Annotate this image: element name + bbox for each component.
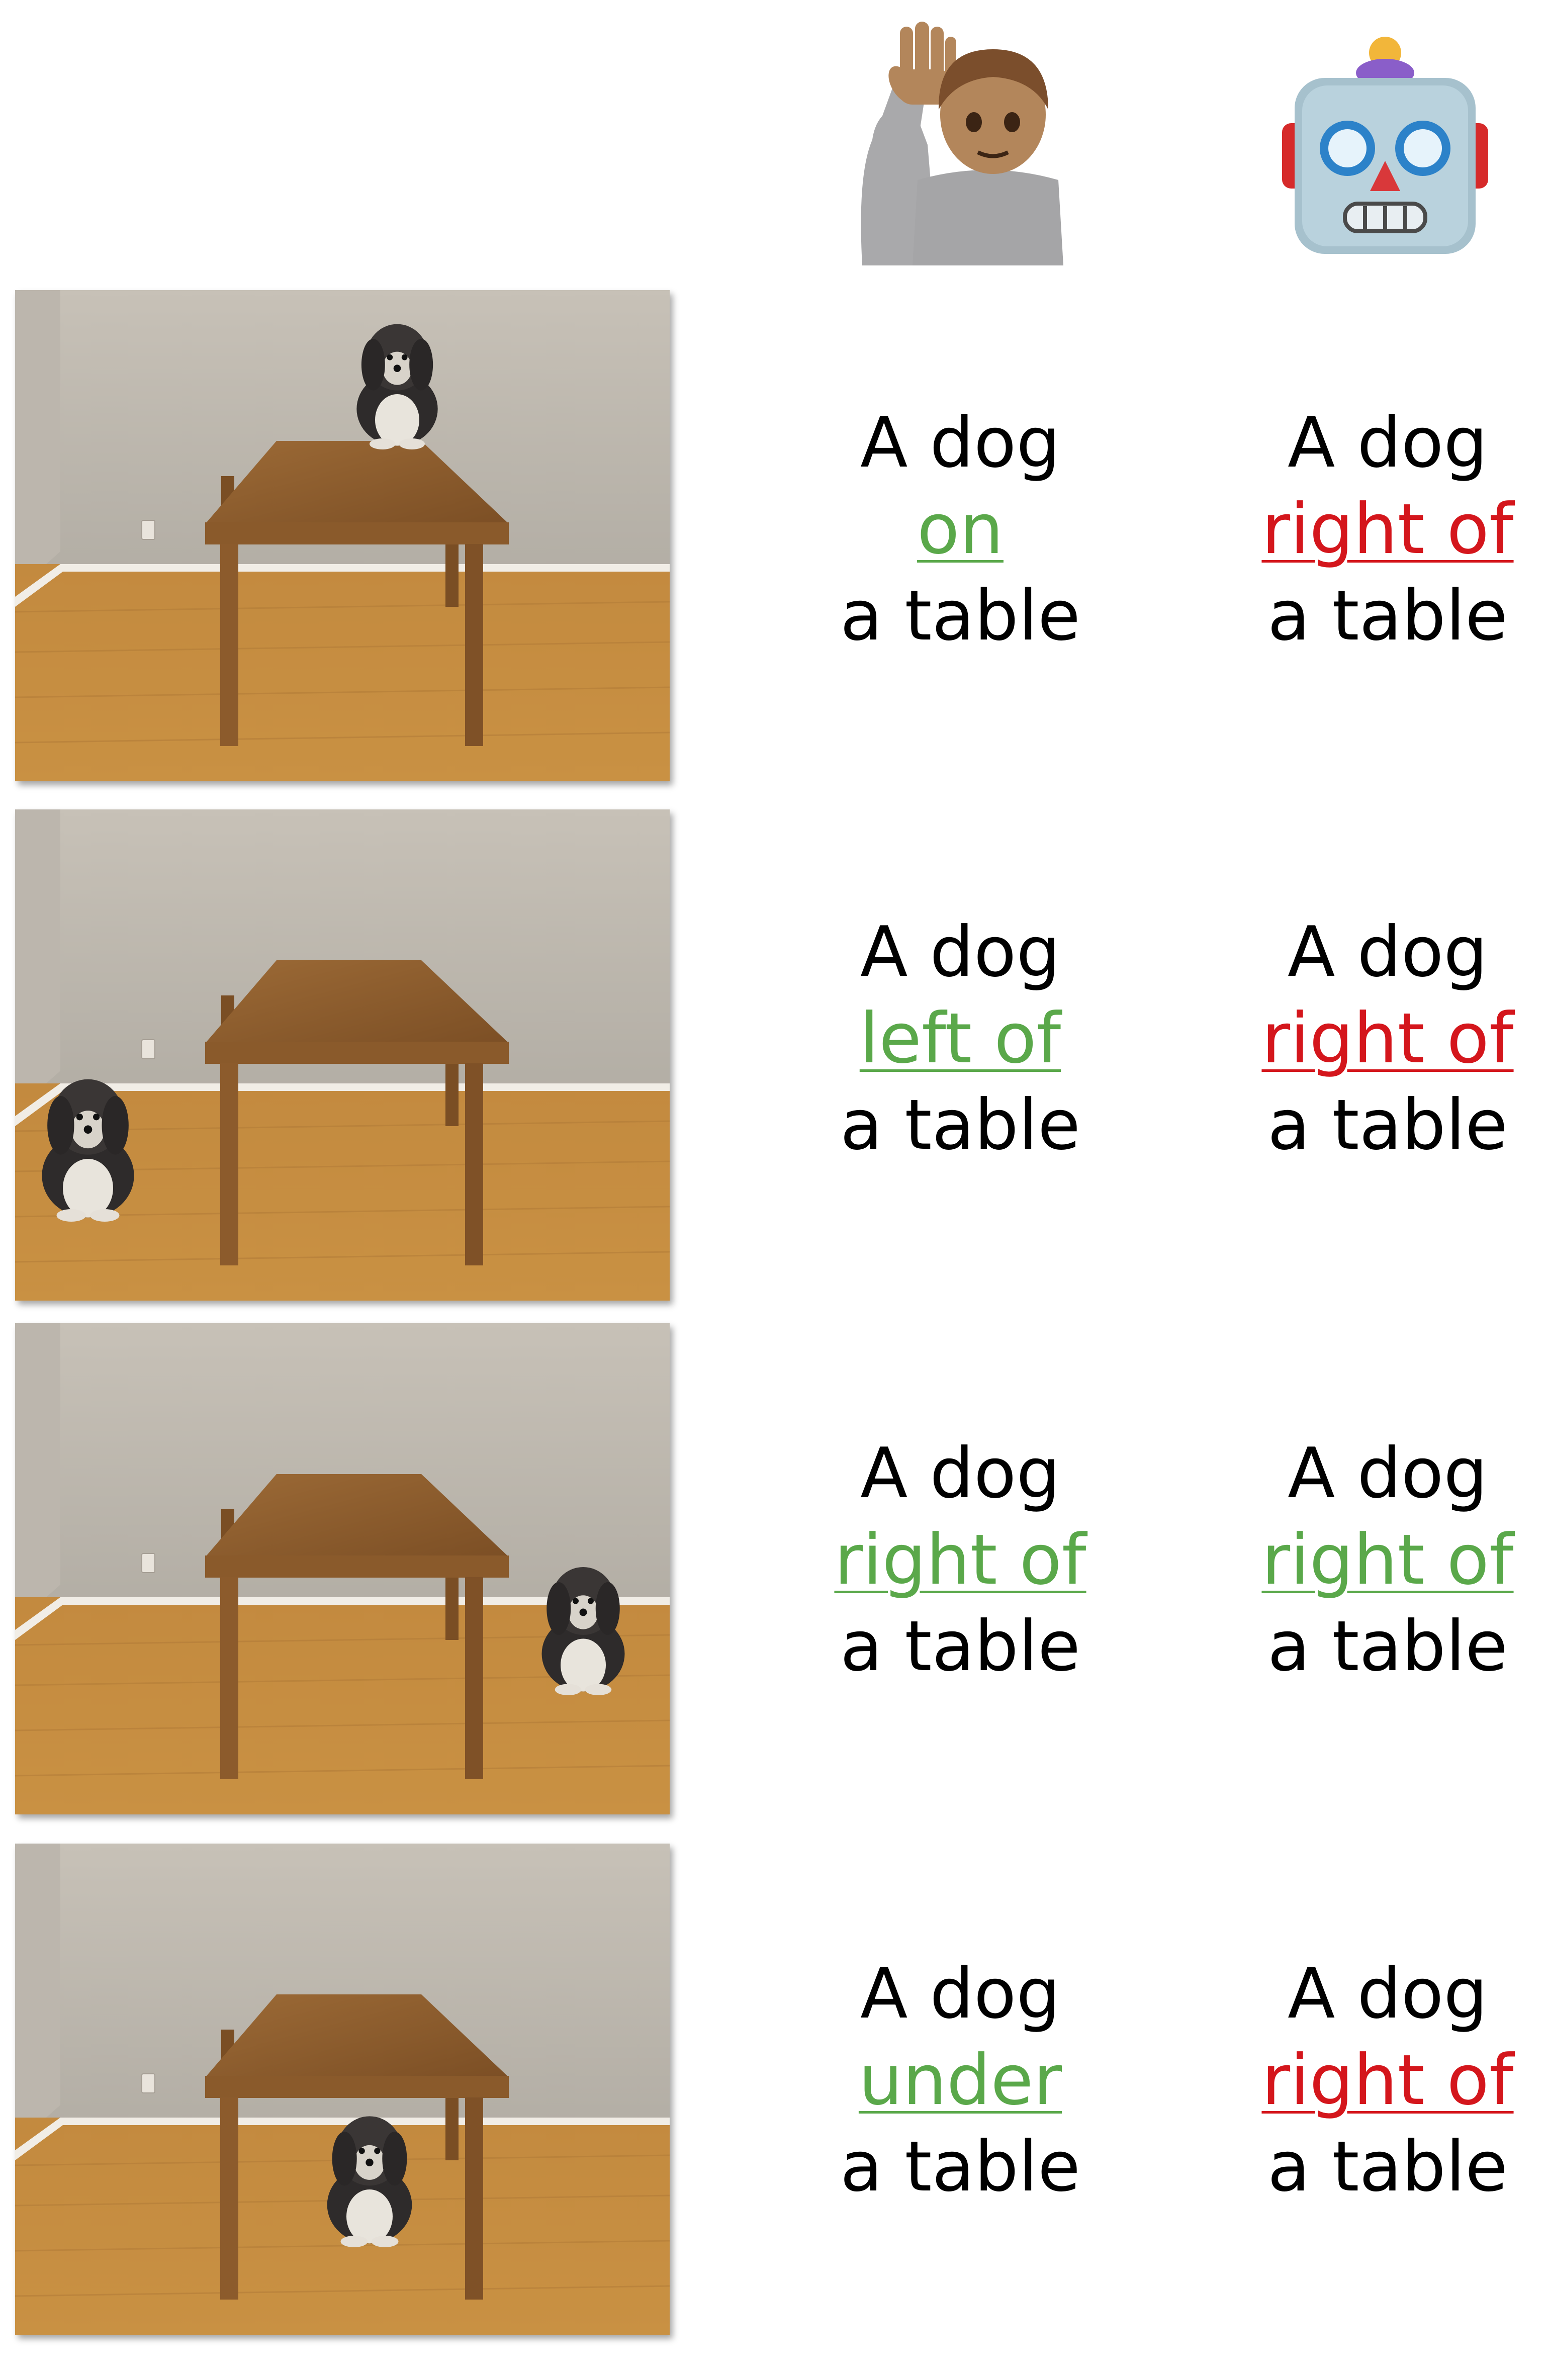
caption-subject: A dog (860, 911, 1060, 992)
caption-subject: A dog (1288, 402, 1488, 483)
model-caption-2: A dog right of a table (1247, 909, 1528, 1168)
caption-subject: A dog (1288, 911, 1488, 992)
caption-object: a table (1267, 575, 1508, 656)
caption-subject: A dog (1288, 1433, 1488, 1514)
caption-relation: right of (1261, 489, 1514, 570)
human-caption-4: A dog under a table (820, 1951, 1101, 2210)
caption-subject: A dog (860, 1433, 1060, 1514)
caption-object: a table (840, 1606, 1080, 1687)
caption-subject: A dog (1288, 1953, 1488, 2034)
caption-relation: left of (859, 998, 1061, 1079)
caption-object: a table (840, 575, 1080, 656)
caption-subject: A dog (860, 1953, 1060, 2034)
caption-subject: A dog (860, 402, 1060, 483)
human-caption-3: A dog right of a table (820, 1430, 1101, 1690)
caption-object: a table (840, 2126, 1080, 2207)
caption-relation: on (917, 489, 1004, 570)
caption-relation: right of (1261, 1519, 1514, 1600)
human-caption-2: A dog left of a table (820, 909, 1101, 1168)
dog-under-table-photo (15, 1844, 670, 2335)
caption-object: a table (840, 1084, 1080, 1165)
robot-face-icon (1272, 30, 1498, 261)
caption-relation: right of (1261, 998, 1514, 1079)
caption-object: a table (1267, 1606, 1508, 1687)
model-caption-1: A dog right of a table (1247, 400, 1528, 659)
caption-relation: right of (1261, 2040, 1514, 2121)
model-caption-4: A dog right of a table (1247, 1951, 1528, 2210)
caption-object: a table (1267, 1084, 1508, 1165)
dog-right-of-table-photo (15, 1323, 670, 1814)
dog-on-table-photo (15, 290, 670, 781)
human-caption-1: A dog on a table (820, 400, 1101, 659)
caption-object: a table (1267, 2126, 1508, 2207)
model-caption-3: A dog right of a table (1247, 1430, 1528, 1690)
dog-left-of-table-photo (15, 809, 670, 1301)
caption-relation: right of (834, 1519, 1086, 1600)
caption-relation: under (858, 2040, 1062, 2121)
person-raising-hand-icon (842, 14, 1068, 270)
